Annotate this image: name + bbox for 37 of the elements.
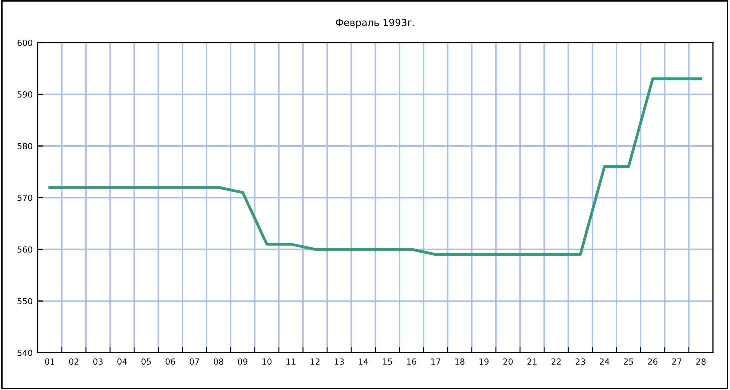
x-tick-label: 27 xyxy=(672,358,682,365)
y-tick-label: 560 xyxy=(18,246,33,253)
y-tick-label: 600 xyxy=(18,40,33,46)
x-tick-label: 14 xyxy=(359,358,368,365)
x-tick-label: 16 xyxy=(407,358,417,365)
x-tick-label: 23 xyxy=(576,358,586,365)
x-tick-label: 15 xyxy=(383,358,392,365)
x-tick-label: 12 xyxy=(310,358,320,365)
x-tick-label: 04 xyxy=(118,358,128,365)
x-tick-label: 05 xyxy=(142,358,152,365)
x-tick-label: 08 xyxy=(214,358,224,365)
x-tick-label: 22 xyxy=(552,358,561,365)
y-tick-label: 570 xyxy=(18,194,33,202)
x-tick-label: 13 xyxy=(335,358,344,365)
y-tick-label: 540 xyxy=(18,350,33,356)
x-tick-label: 06 xyxy=(166,358,176,365)
x-tick-label: 24 xyxy=(600,358,610,365)
x-tick-label: 20 xyxy=(504,358,513,365)
x-tick-label: 10 xyxy=(262,358,272,365)
x-tick-label: 18 xyxy=(456,358,465,365)
x-tick-label: 07 xyxy=(190,358,200,365)
x-tick-label: 25 xyxy=(624,358,634,365)
x-tick-label: 21 xyxy=(528,358,537,365)
x-tick-label: 26 xyxy=(648,358,658,365)
x-tick-label: 19 xyxy=(480,358,489,365)
x-tick-label: 02 xyxy=(69,358,79,365)
x-tick-label: 17 xyxy=(431,358,440,365)
x-tick-label: 01 xyxy=(45,358,55,365)
chart-title: Февраль 1993г. xyxy=(336,19,415,28)
y-tick-label: 550 xyxy=(18,298,33,305)
x-tick-label: 03 xyxy=(94,358,103,365)
x-tick-label: 09 xyxy=(238,358,248,365)
y-tick-label: 590 xyxy=(18,92,33,98)
line-series xyxy=(48,78,703,256)
x-tick-label: 28 xyxy=(696,358,706,365)
x-tick-label: 11 xyxy=(286,358,296,365)
y-tick-label: 580 xyxy=(18,143,33,150)
